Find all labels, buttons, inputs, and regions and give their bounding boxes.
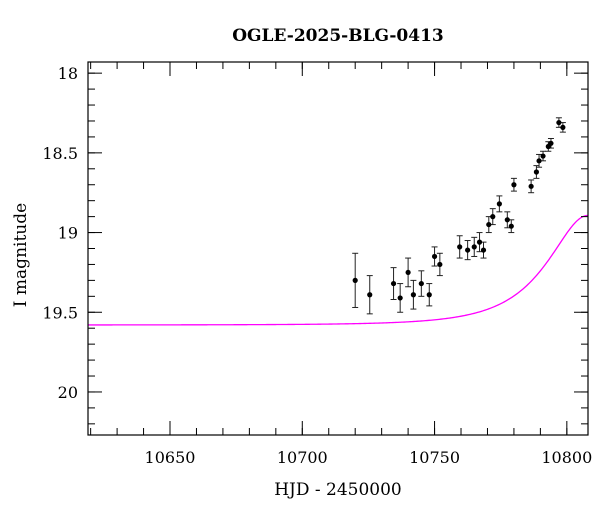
data-point [536, 158, 542, 164]
data-point [490, 214, 496, 220]
data-point [465, 247, 471, 253]
data-point [540, 153, 546, 159]
data-point [504, 217, 510, 223]
x-tick-labels: 10650 10700 10750 10800 [145, 448, 593, 467]
data-point [405, 269, 411, 276]
data-point [560, 124, 566, 130]
data-point [528, 183, 534, 189]
data-point [397, 295, 403, 301]
plot-frame [87, 61, 589, 436]
data-point [556, 119, 562, 126]
data-point [437, 261, 443, 268]
data-point [486, 221, 492, 228]
model-curve-layer [88, 214, 589, 326]
data-point [431, 253, 438, 260]
x-tick-label: 10750 [409, 448, 460, 467]
data-point [352, 277, 358, 283]
data-point [426, 292, 432, 298]
y-tick-labels: 18 18.5 19 19.5 20 [42, 64, 78, 402]
plot-area [88, 117, 589, 326]
data-point [367, 292, 373, 298]
y-tick-label: 20 [58, 383, 78, 402]
x-tick-label: 10800 [541, 448, 592, 467]
y-tick-label: 19 [58, 224, 78, 243]
x-axis-label: HJD - 2450000 [274, 480, 402, 500]
chart-title: OGLE-2025-BLG-0413 [232, 26, 444, 46]
y-tick-label: 19.5 [42, 303, 78, 322]
y-tick-label: 18.5 [42, 144, 78, 163]
x-tick-label: 10650 [145, 448, 196, 467]
axis-ticks [88, 62, 588, 435]
data-point [471, 244, 477, 250]
data-point [511, 182, 517, 188]
data-point [508, 223, 514, 229]
data-points-layer [352, 119, 566, 301]
x-tick-label: 10700 [277, 448, 328, 467]
data-point [457, 244, 463, 250]
data-point [476, 239, 483, 245]
data-point [496, 201, 502, 207]
data-point [410, 292, 416, 298]
y-axis-label: I magnitude [11, 203, 31, 307]
data-point [533, 169, 540, 175]
model-curve [88, 214, 589, 326]
data-point [418, 280, 424, 287]
y-tick-label: 18 [58, 64, 78, 83]
data-point [390, 280, 397, 287]
data-point [548, 140, 554, 146]
data-point [480, 247, 487, 253]
errorbar-layer [352, 117, 566, 315]
